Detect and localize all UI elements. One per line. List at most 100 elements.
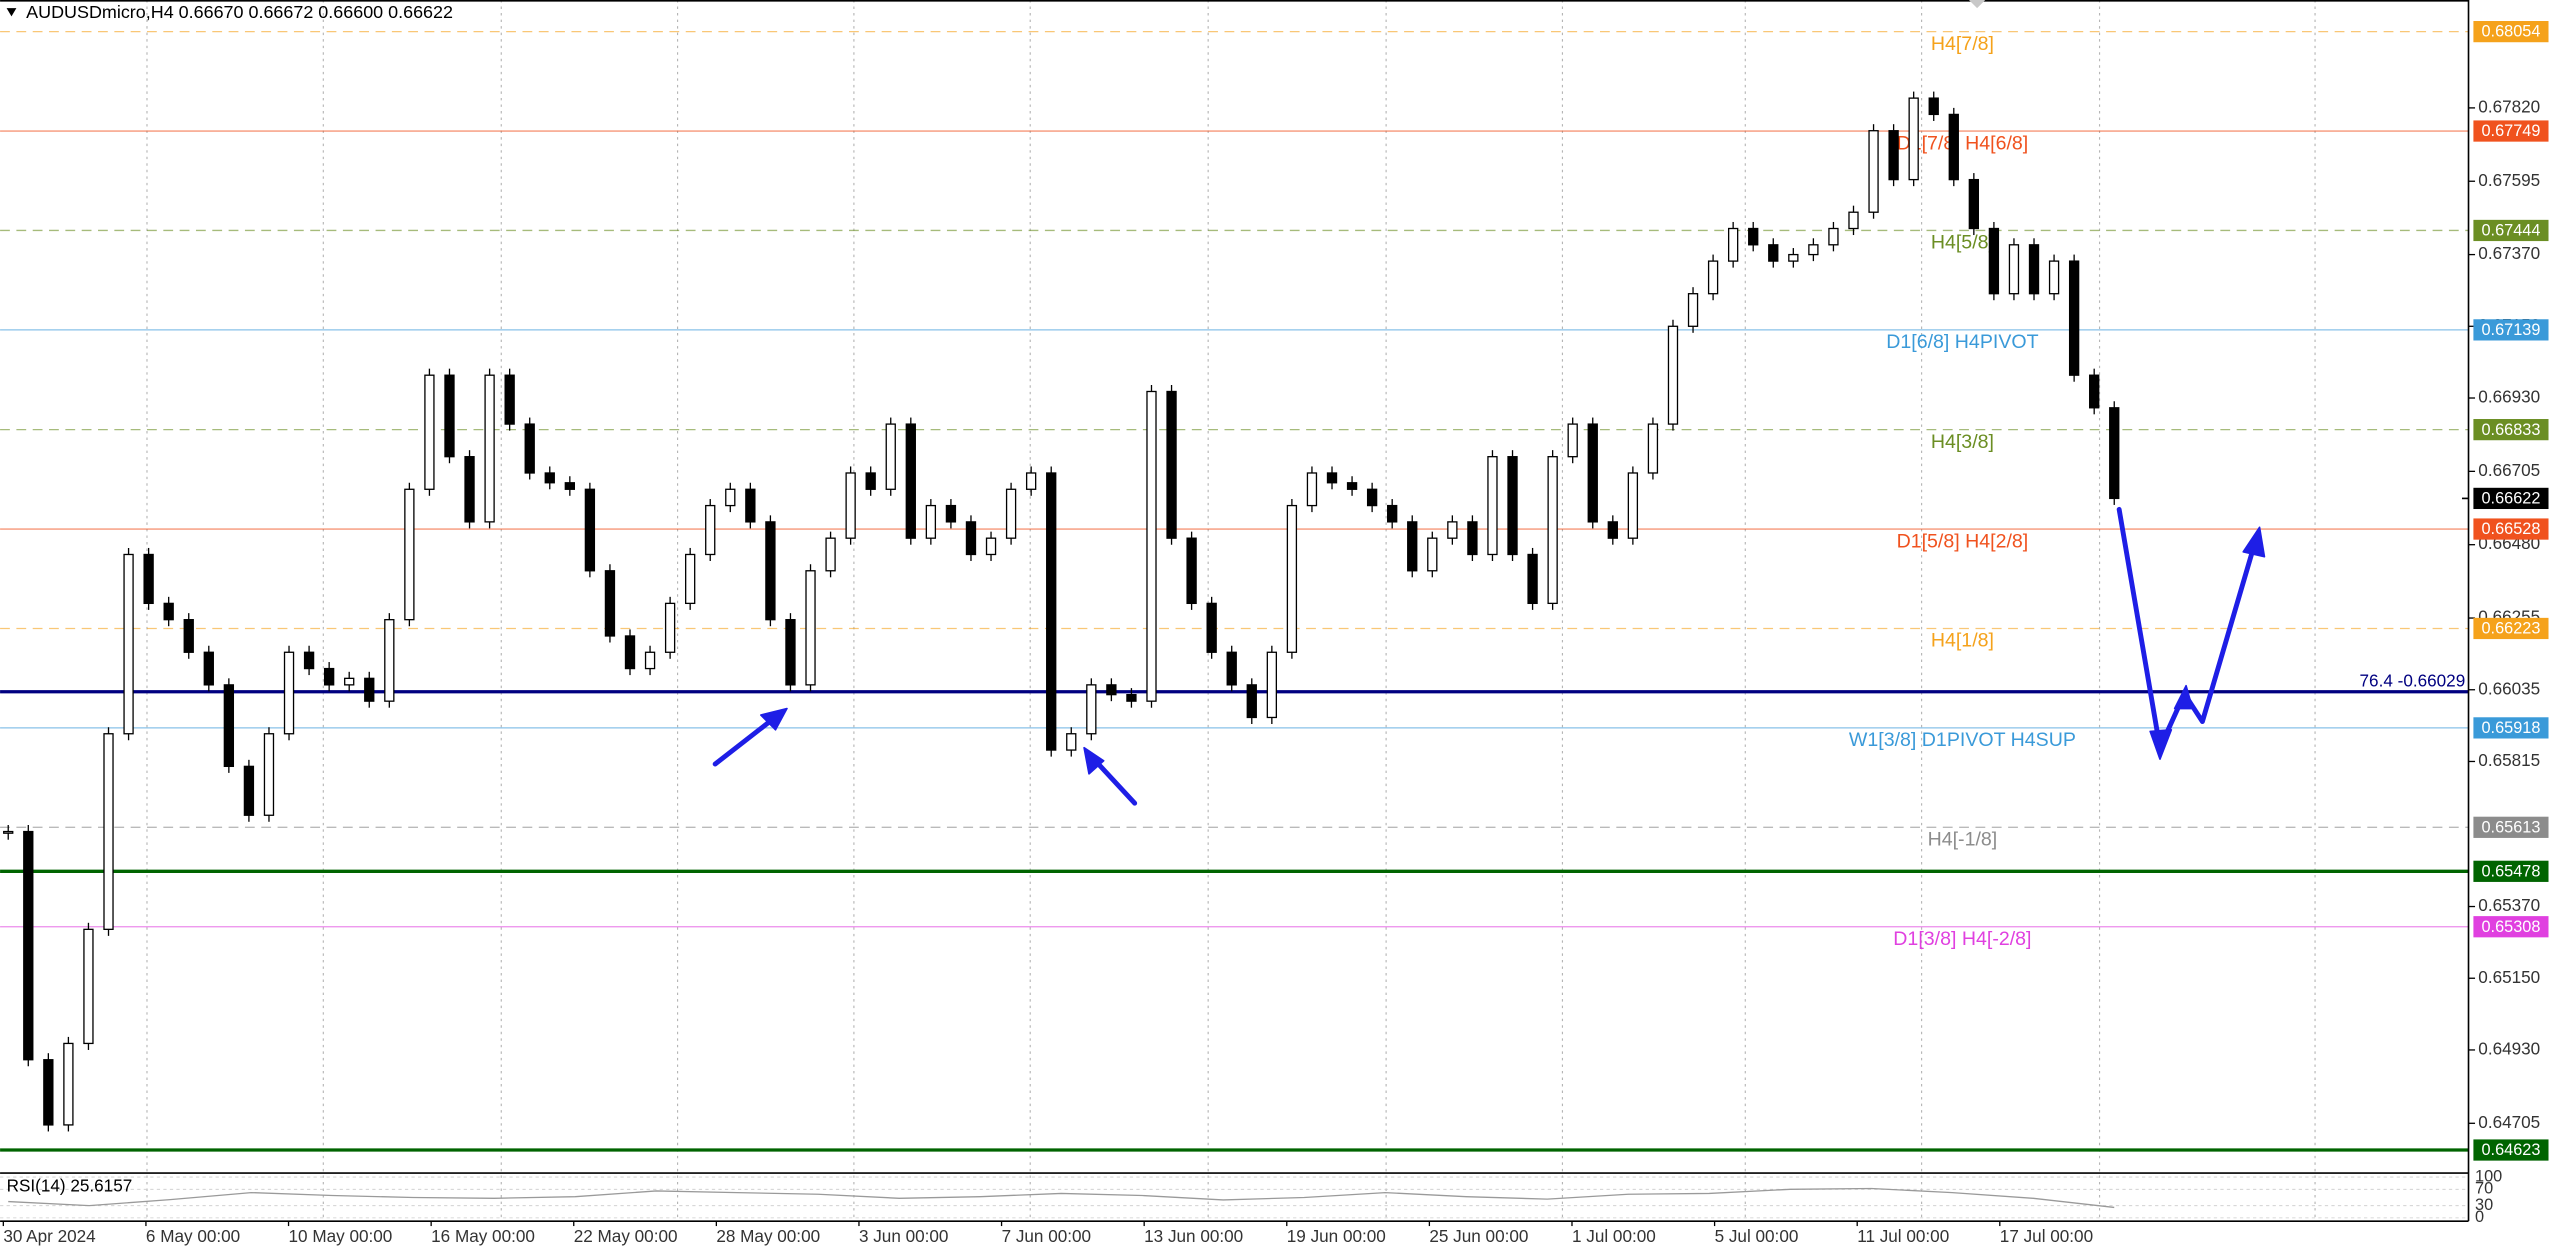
x-tick-label: 25 Jun 00:00 <box>1429 1226 1528 1246</box>
candle-body <box>1687 293 1699 327</box>
x-tick-label: 17 Jul 00:00 <box>2000 1226 2093 1246</box>
price-tag <box>2473 816 2549 838</box>
candle-body <box>1547 456 1558 605</box>
candle-body <box>2068 260 2080 376</box>
price-tag <box>2473 219 2549 242</box>
rsi-tick-label: 100 <box>2475 1167 2502 1185</box>
arrow-head <box>1083 746 1105 775</box>
candle-body <box>1246 684 1257 719</box>
candle-body <box>604 570 616 637</box>
candle-body <box>1086 684 1097 735</box>
candle-body <box>404 488 415 621</box>
candle-body <box>1908 97 1919 181</box>
candle-body <box>1868 130 1879 213</box>
y-tick-label: 0.65150 <box>2478 967 2540 987</box>
candle-body <box>1226 651 1237 686</box>
candle-body <box>2028 244 2040 295</box>
price-tag-label: 0.64623 <box>2481 1141 2540 1159</box>
candle-body <box>203 651 214 686</box>
x-tick-label: 16 May 00:00 <box>431 1226 535 1246</box>
candle-body <box>283 651 295 735</box>
candle-body <box>263 733 275 816</box>
candle-body <box>2089 374 2100 409</box>
level-label: D1[6/8] H4PIVOT <box>1886 331 2038 353</box>
level-label: D1[7/8] H4[6/8] <box>1897 132 2029 154</box>
candle-body <box>1627 472 1639 539</box>
x-tick-label: 3 Jun 00:00 <box>859 1226 949 1246</box>
price-tag <box>2473 916 2549 938</box>
candle-body <box>765 521 776 621</box>
y-tick-label: 0.66035 <box>2478 678 2540 698</box>
candle-body <box>1808 244 1819 256</box>
rsi-label: RSI(14) 25.6157 <box>7 1175 133 1195</box>
candle-body <box>945 504 957 523</box>
arrow-head <box>2242 526 2266 558</box>
y-tick-label: 0.66930 <box>2478 387 2540 407</box>
candle-body <box>845 472 856 539</box>
candle-body <box>364 677 375 702</box>
x-tick-label: 13 Jun 00:00 <box>1144 1226 1243 1246</box>
price-tag-label: 0.66833 <box>2481 421 2540 439</box>
price-tag <box>2473 617 2549 640</box>
menu-triangle[interactable] <box>6 8 17 17</box>
level-label: H4[-1/8] <box>1928 829 1998 851</box>
x-tick-label: 11 Jul 00:00 <box>1857 1226 1949 1246</box>
candle-body <box>725 488 736 507</box>
annotation-arrows <box>712 506 2266 806</box>
candle-body <box>1888 130 1899 181</box>
y-tick-label: 0.64930 <box>2478 1038 2540 1058</box>
chart-title: AUDUSDmicro,H4 0.66670 0.66672 0.66600 0… <box>26 2 453 22</box>
price-tag-label: 0.66622 <box>2481 490 2540 508</box>
candle-body <box>1206 602 1217 653</box>
price-tag <box>2473 21 2549 43</box>
x-tick-label: 1 Jul 00:00 <box>1572 1226 1656 1246</box>
candle-body <box>3 830 14 834</box>
candle-body <box>1707 260 1719 295</box>
x-tick-label: 22 May 00:00 <box>574 1226 678 1246</box>
x-tick-label: 5 Jul 00:00 <box>1715 1226 1799 1246</box>
candle-body <box>1567 423 1578 458</box>
level-label: D1[5/8] H4[2/8] <box>1897 530 2029 552</box>
price-tag <box>2473 717 2549 739</box>
candle-body <box>1727 227 1739 262</box>
x-tick-label: 10 May 00:00 <box>289 1226 393 1246</box>
candle-body <box>785 619 796 686</box>
price-tag <box>2473 319 2549 341</box>
arrow <box>1091 756 1138 806</box>
candle-body <box>1407 521 1418 572</box>
candle-body <box>303 651 315 670</box>
candle-body <box>1146 390 1157 702</box>
price-tag-label: 0.66528 <box>2481 520 2540 538</box>
candle-body <box>243 765 255 816</box>
candle-body <box>43 1059 54 1126</box>
candle-body <box>1447 521 1458 539</box>
candle-body <box>444 374 455 458</box>
candle-body <box>1346 482 1358 490</box>
rsi-tick-label: 70 <box>2475 1180 2493 1198</box>
price-tag <box>2473 487 2549 510</box>
x-tick-label: 6 May 00:00 <box>146 1226 240 1246</box>
candle-body <box>123 553 134 735</box>
candle-body <box>163 602 174 621</box>
y-tick-label: 0.65815 <box>2478 750 2540 770</box>
candle-body <box>584 488 596 572</box>
arrow-head <box>2173 684 2194 710</box>
x-tick-label: 19 Jun 00:00 <box>1287 1226 1386 1246</box>
candle-body <box>805 570 816 686</box>
level-label: H4[3/8] <box>1931 431 1994 453</box>
candle-body <box>664 602 676 653</box>
price-tag-label: 0.65918 <box>2481 719 2540 737</box>
y-tick-label: 0.64705 <box>2478 1112 2540 1132</box>
candle-body <box>524 423 535 474</box>
arrow-head <box>760 707 788 731</box>
level-label: H4[5/8] <box>1931 232 1994 254</box>
x-tick-label: 7 Jun 00:00 <box>1002 1226 1092 1246</box>
candle-body <box>424 374 435 490</box>
price-tag-label: 0.65613 <box>2481 818 2540 836</box>
candle-body <box>1988 227 2000 295</box>
candle-body <box>745 488 756 523</box>
y-tick-label: 0.65370 <box>2478 895 2540 915</box>
y-tick-label: 0.67820 <box>2478 96 2540 116</box>
